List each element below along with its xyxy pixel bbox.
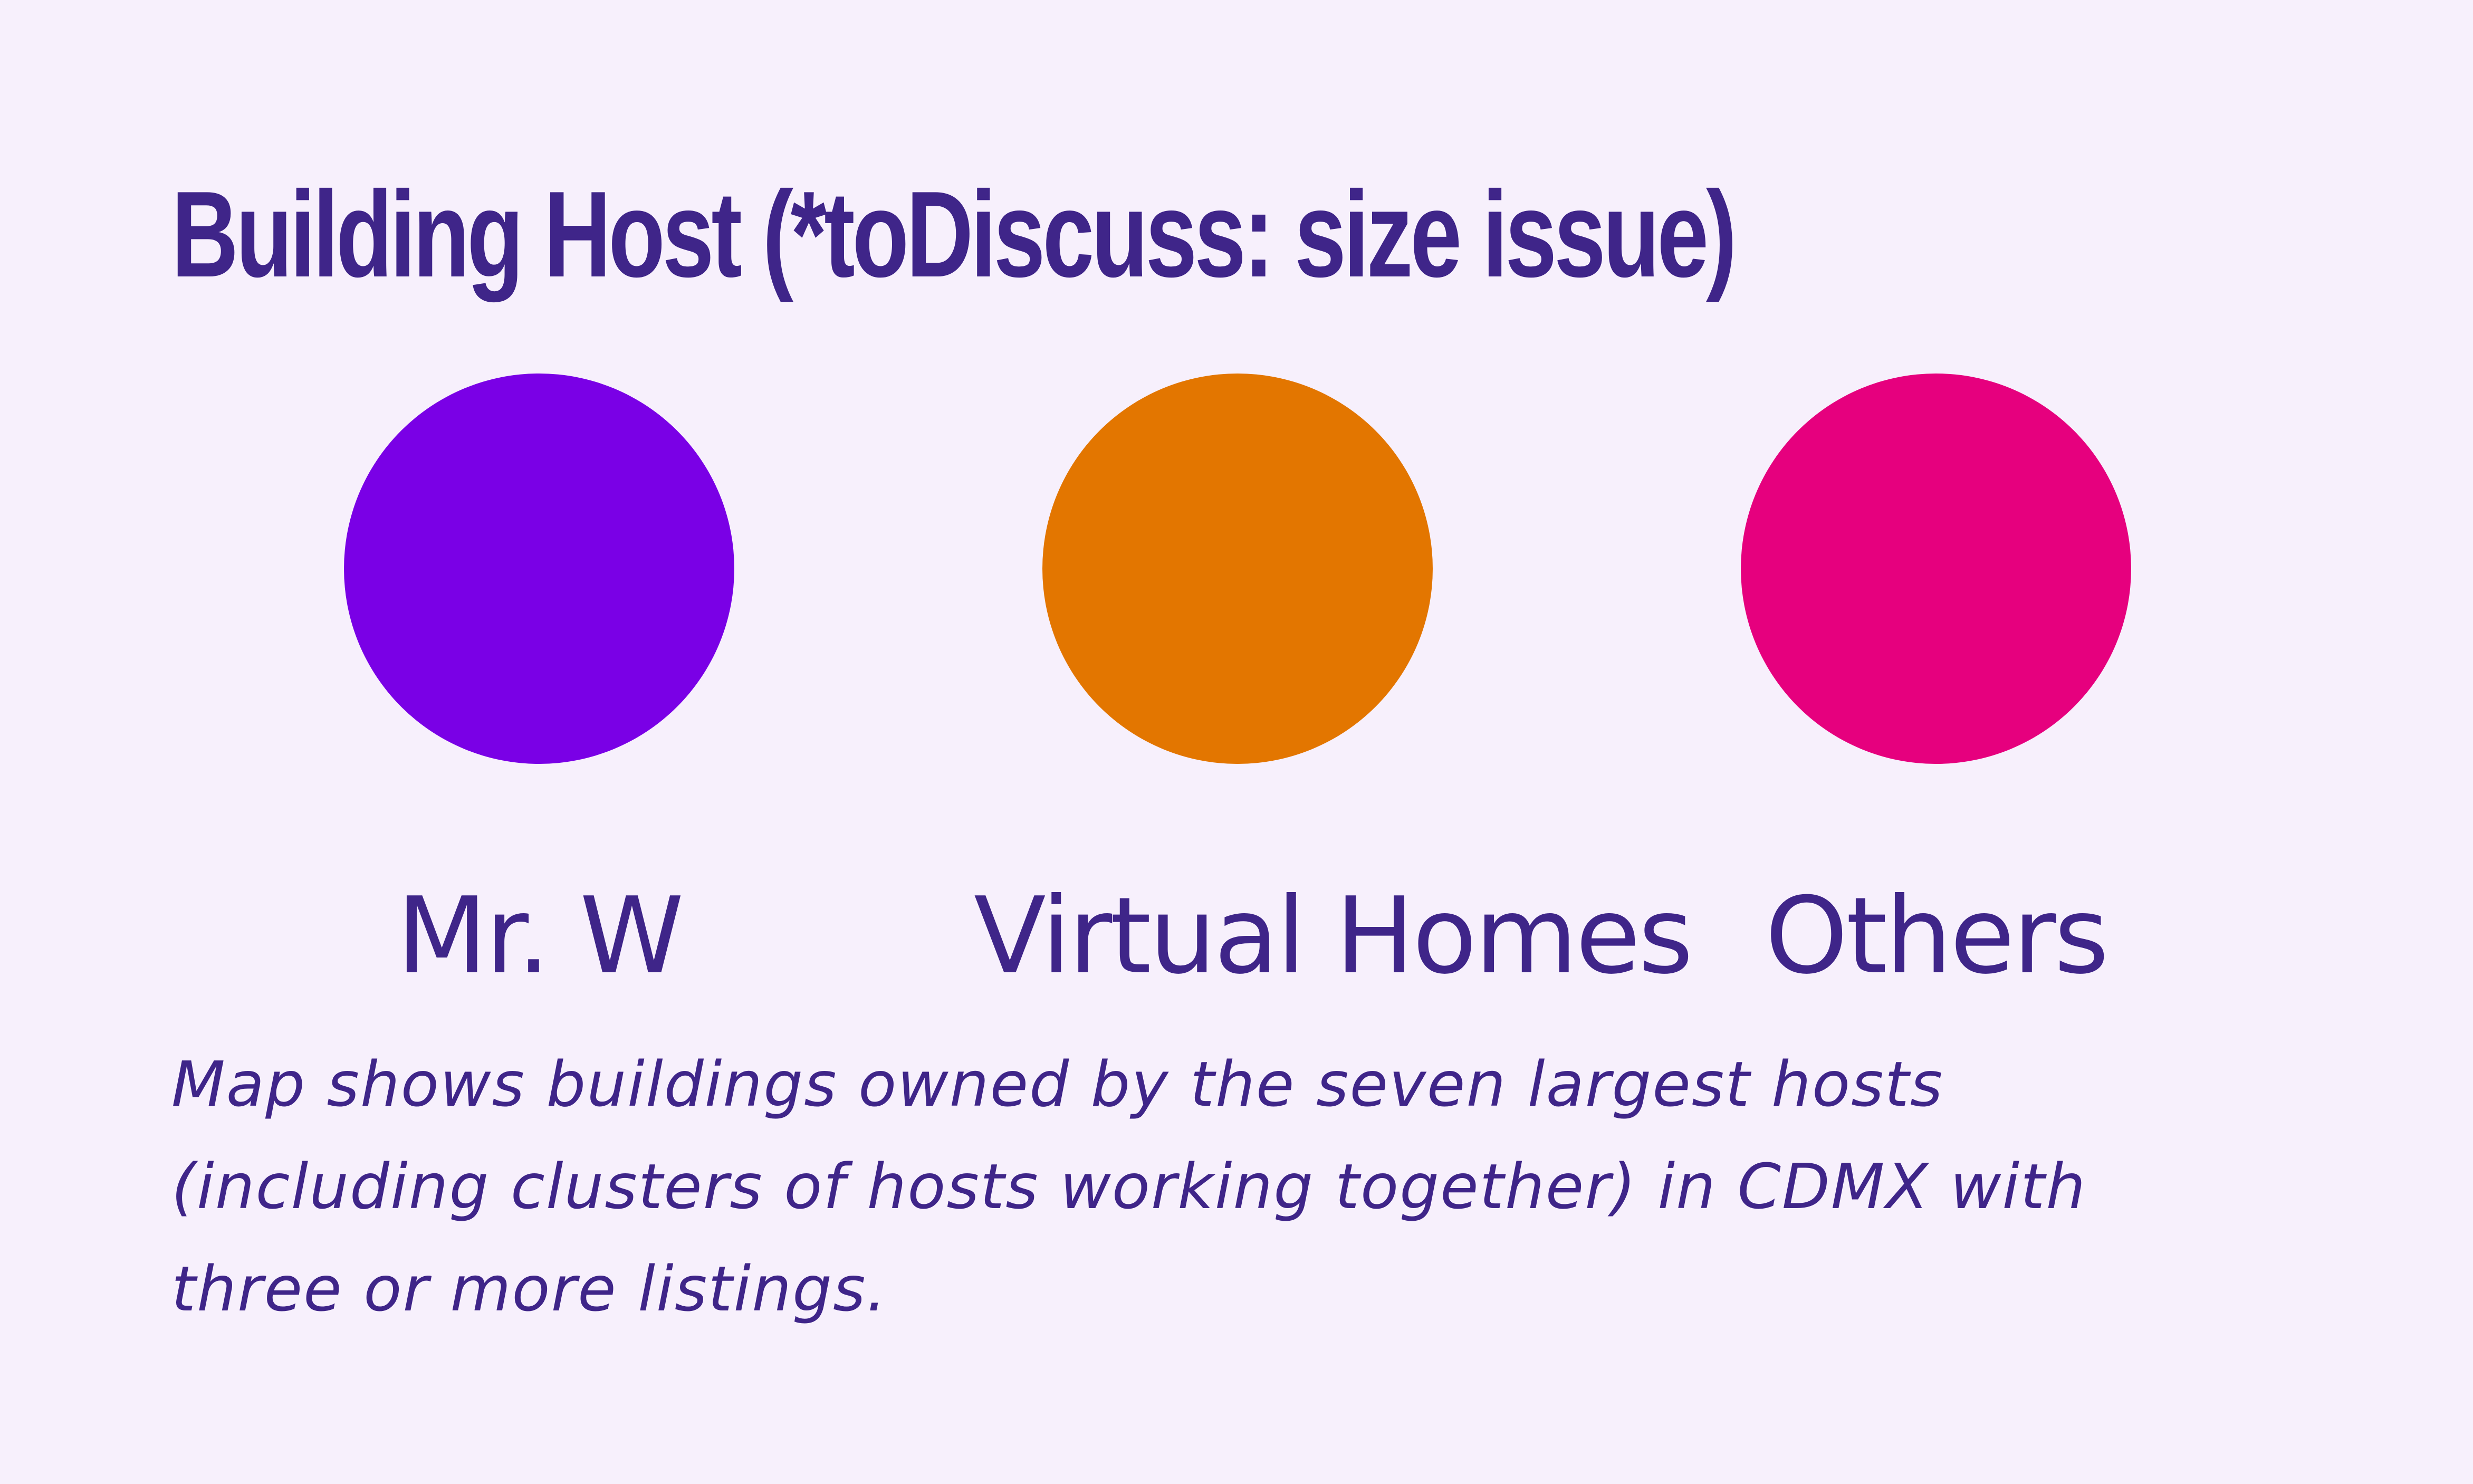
legend-swatch-mr-w [344, 374, 734, 764]
legend-swatch-virtual-homes [1042, 374, 1433, 764]
description-note: Map shows buildings owned by the seven l… [171, 1033, 2440, 1340]
legend-swatch-others [1741, 374, 2131, 764]
note-line-3: three or more listings. [171, 1252, 888, 1325]
legend-label-others: Others [1765, 875, 2109, 998]
legend-label-virtual-homes: Virtual Homes [974, 875, 1693, 998]
page-title: Building Host (*toDiscuss: size issue) [171, 166, 1737, 303]
note-line-2: (including clusters of hosts working tog… [171, 1150, 2087, 1223]
legend-label-mr-w: Mr. W [396, 875, 684, 998]
note-line-1: Map shows buildings owned by the seven l… [171, 1048, 1944, 1121]
